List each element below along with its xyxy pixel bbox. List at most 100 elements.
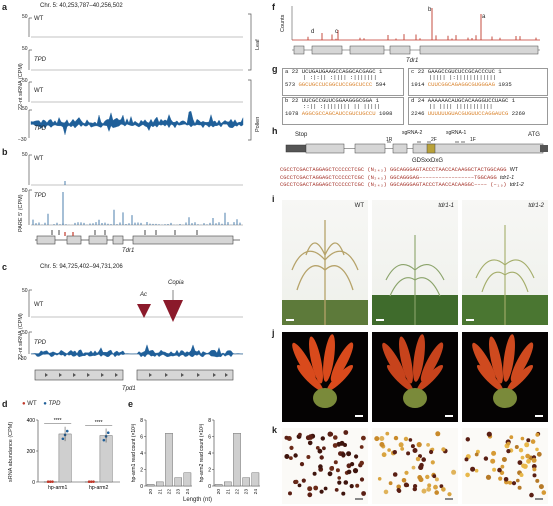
pollen-grain <box>332 443 338 448</box>
y-tick-label: 0 <box>208 484 211 490</box>
pollen-grain <box>379 442 385 447</box>
data-point <box>92 480 95 483</box>
pollen-grain <box>517 485 522 490</box>
pollen-grain <box>336 441 342 447</box>
x-tick-label: 24 <box>253 489 259 495</box>
pollen-grain <box>308 434 313 439</box>
panel-c-gene-label: Tpd1 <box>122 386 136 392</box>
scale-bar <box>355 498 363 500</box>
panel-h-motif: GDSxxDxG <box>412 158 444 164</box>
pollen-grain <box>403 436 409 442</box>
panel-a-tissue-pollen: Pollen <box>255 116 261 132</box>
panel-f-peak-b: b <box>428 7 432 13</box>
pollen-grain <box>434 490 439 495</box>
seq-a-id: a <box>285 68 289 75</box>
seq-c-bot-end: 1935 <box>498 80 512 88</box>
panel-b-scale1: 50 <box>22 152 28 158</box>
x-tick-label: 23 <box>176 489 182 495</box>
pollen-grain <box>346 469 352 475</box>
pollen-grain <box>346 451 352 457</box>
pollen-grain <box>401 478 407 483</box>
panel-c-scale2: 50 <box>22 330 28 336</box>
primer-sgRNA-2: sgRNA-2 <box>402 130 423 136</box>
tassel-wt-image <box>282 220 368 325</box>
pollen-grain <box>333 435 338 440</box>
pollen-grain <box>508 480 513 485</box>
bar-length-20 <box>146 484 155 487</box>
tassel-photo-wt: WT <box>282 200 368 325</box>
bar-length-21 <box>156 481 164 487</box>
pollen-grain <box>430 460 435 465</box>
tassel-label-wt: WT <box>354 203 364 209</box>
bar-tpd-hp-arm2 <box>99 435 113 483</box>
panel-a-wt2-label: WT <box>34 88 44 94</box>
pollen-grain <box>288 491 292 496</box>
panel-h-letter: h <box>272 126 278 136</box>
panel-f-peak-a: a <box>482 14 486 20</box>
pollen-wt-image <box>284 430 366 498</box>
pollen-grain <box>432 474 437 479</box>
panel-d-chart: 0 200 400 **** hp-arm1 **** hp-arm2 <box>27 418 120 491</box>
direction-arrow-icon <box>197 373 200 377</box>
panel-k-letter: k <box>272 425 278 435</box>
panel-a-wt1-label: WT <box>34 16 44 22</box>
stamen-photo-tdr1-1 <box>372 332 458 422</box>
pollen-grain <box>519 473 524 477</box>
pollen-grain <box>483 456 489 461</box>
stamen-photo-tdr1-2 <box>462 332 548 422</box>
y-axis-label: hp-arm2 read count (×10³) <box>199 423 205 482</box>
pollen-grain <box>509 435 514 440</box>
pollen-grain <box>447 492 452 497</box>
pollen-grain <box>385 431 390 436</box>
panel-f-peak-c: c <box>335 29 338 35</box>
seq-box-d: d 24 AAAAAACAUGCACAAGGUCCUAGC 1 || |||| … <box>408 97 548 125</box>
seq-d-id: d <box>411 97 415 104</box>
pollen-grain <box>388 481 393 486</box>
pollen-grain <box>451 469 457 475</box>
pollen-grain <box>421 488 427 494</box>
seq-b-bot-end: 1098 <box>379 109 393 117</box>
legend-wt-marker: ● <box>22 401 26 407</box>
seq-d-bot-start: 2246 <box>411 109 425 117</box>
pollen-grain <box>327 471 333 477</box>
seq-box-b: b 22 UUCGCCGUUCGGAAGGGCGGA 1 ::|| :|||||… <box>282 97 404 125</box>
panel-f-peak-d: d <box>311 29 315 35</box>
pollen-grain <box>289 456 293 460</box>
seq-a-top: UCUGAUGAAGCCAGGCACGAGC <box>301 68 376 75</box>
pollen-grain <box>403 482 409 488</box>
pollen-grain <box>535 447 539 452</box>
seq-c-top: GAAGCCGUCUCCGCACCCUC <box>427 68 495 75</box>
seq-c-top-start: 22 <box>417 68 425 75</box>
pollen-grain <box>465 437 470 442</box>
direction-arrow-icon <box>45 373 48 377</box>
pollen-grain <box>293 453 298 458</box>
scale-bar <box>355 415 363 417</box>
tassel-label-tdr1-1: tdr1-1 <box>438 203 454 209</box>
panel-c-letter: c <box>2 262 8 272</box>
seq-d-bot: UUUUUUGUACGUGUUCCAGGAUCG <box>427 109 509 117</box>
pollen-grain <box>306 455 311 459</box>
pollen-grain <box>532 467 537 472</box>
scale-bar <box>535 415 543 417</box>
pollen-grain <box>416 442 422 448</box>
pollen-tdr1-1-image <box>374 431 457 497</box>
pollen-grain <box>284 454 290 459</box>
panel-b-ylabel: PARE 5′ (CPM) <box>18 194 24 232</box>
panel-a-scale4: 50 <box>22 106 28 112</box>
pollen-grain <box>329 466 335 471</box>
y-tick-label: 0 <box>140 484 143 490</box>
panel-a-coords: Chr. 5: 40,253,787–40,256,502 <box>40 3 123 9</box>
pollen-grain <box>500 464 505 469</box>
data-point <box>106 431 110 435</box>
seq-tdr1-2-label: tdr1-2 <box>509 182 524 189</box>
pollen-grain <box>377 477 382 481</box>
pollen-grain <box>393 435 399 441</box>
seq-c-id: c <box>411 68 415 75</box>
seq-tdr1-1: CGCCTCGACTAGGAGCTCCCCCTCGC (N₂₄₃) GGCAGG… <box>280 174 497 181</box>
pollen-grain <box>392 450 397 455</box>
bar-length-21 <box>223 481 232 487</box>
pollen-photo-wt <box>282 428 368 504</box>
pollen-grain <box>355 483 360 488</box>
pollen-photo-tdr1-1 <box>372 428 458 504</box>
data-point <box>90 480 93 483</box>
